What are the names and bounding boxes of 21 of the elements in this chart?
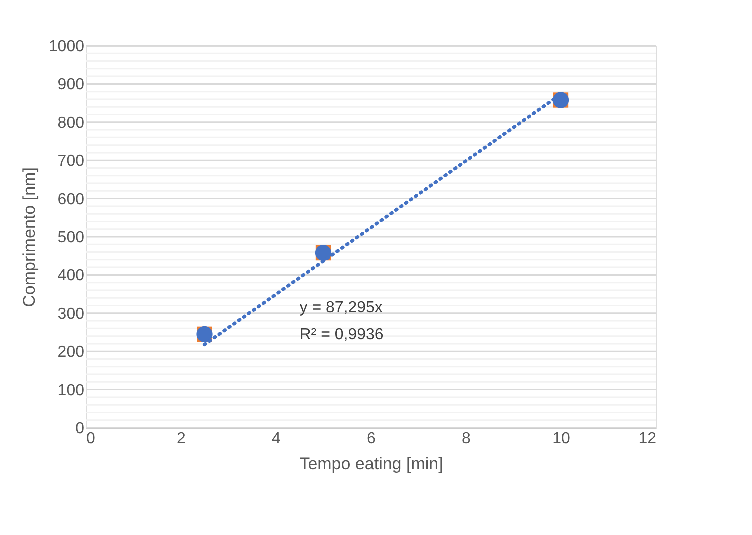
annotation: R² = 0,9936 [300,326,384,344]
x-tick-label: 8 [462,430,472,448]
x-tick-label: 2 [177,430,186,448]
x-tick-label: 10 [552,430,570,448]
x-tick-label: 0 [86,430,96,448]
y-tick-label: 900 [58,76,85,94]
x-tick-label: 4 [272,430,282,448]
y-tick-label: 1000 [48,38,85,56]
y-tick-label: 400 [58,268,85,285]
y-tick-label: 700 [58,153,85,170]
x-tick-label: 12 [638,430,657,448]
y-tick-label: 800 [58,114,85,132]
y-tick-label: 500 [58,230,85,246]
y-tick-label: 600 [58,191,85,208]
annotation: y = 87,295x [300,300,383,317]
x-axis-title: Tempo eating [min] [300,454,444,474]
y-tick-label: 300 [58,306,85,323]
y-axis-title: Comprimento [nm] [20,168,39,308]
x-tick-label: 6 [367,430,376,448]
y-tick-label: 100 [58,382,85,400]
y-tick-label: 200 [58,344,85,362]
